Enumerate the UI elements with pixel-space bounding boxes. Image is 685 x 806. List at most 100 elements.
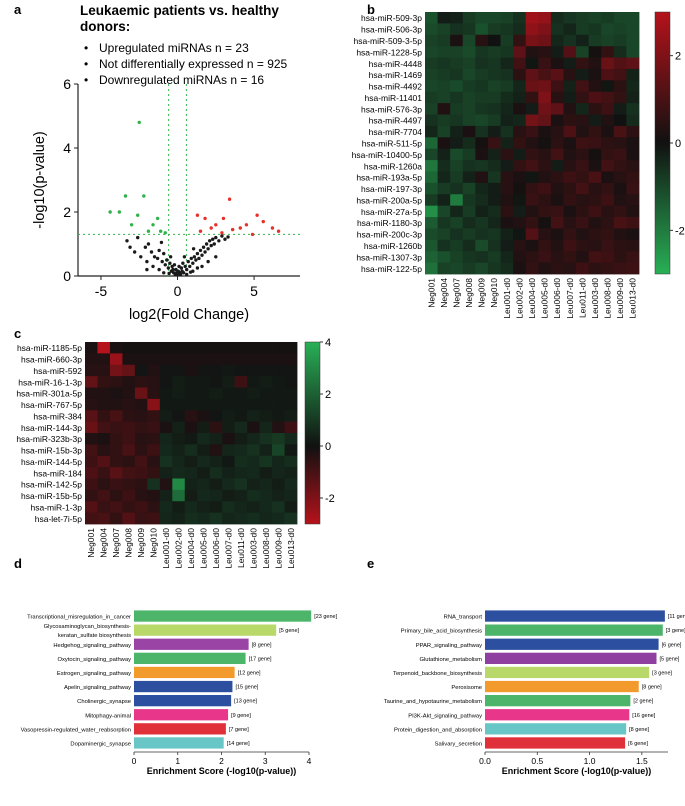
- heatmap-column-label: Leu007-d0: [223, 528, 233, 569]
- heatmap-cell: [563, 262, 577, 275]
- heatmap-cell: [550, 148, 564, 161]
- x-tick-label: 1.5: [636, 756, 648, 766]
- heatmap-cell: [588, 217, 602, 229]
- heatmap-cell: [109, 489, 123, 502]
- heatmap-cell: [550, 194, 564, 207]
- panel-label-a: a: [14, 2, 22, 17]
- heatmap-cell: [147, 387, 161, 400]
- heatmap-cell: [222, 512, 236, 525]
- volcano-point: [163, 263, 167, 267]
- x-axis-title: log2(Fold Change): [129, 307, 249, 323]
- heatmap-cell: [159, 478, 173, 491]
- volcano-point: [171, 267, 175, 272]
- pathway-label: Mitophagy-animal: [85, 713, 131, 719]
- heatmap-cell: [576, 262, 590, 275]
- heatmap-cell: [272, 478, 285, 491]
- heatmap-cell: [159, 455, 173, 468]
- heatmap-cell: [613, 125, 627, 138]
- heatmap-cell: [234, 501, 248, 514]
- heatmap-column-label: Neg009: [136, 528, 146, 558]
- heatmap-cell: [513, 251, 527, 264]
- heatmap-cell: [247, 353, 260, 366]
- heatmap-cell: [197, 398, 211, 411]
- heatmap-cell: [197, 455, 211, 468]
- volcano-point: [166, 266, 171, 270]
- pathway-label: Primary_bile_acid_biosynthesis: [401, 629, 482, 635]
- heatmap-cell: [626, 34, 640, 47]
- heatmap-cell: [588, 34, 602, 47]
- heatmap-cell: [272, 398, 285, 411]
- pathway-label: Dopaminergic_synapse: [70, 741, 131, 747]
- heatmap-cell: [122, 410, 136, 423]
- heatmap-cell: [172, 421, 186, 434]
- heatmap-cell: [550, 171, 564, 184]
- heatmap-cell: [209, 387, 223, 400]
- heatmap-row-label: hsa-miR-1469: [369, 70, 423, 80]
- heatmap-cell: [85, 467, 98, 479]
- heatmap-cell: [122, 398, 136, 411]
- heatmap-cell: [613, 91, 627, 104]
- volcano-point: [151, 264, 155, 269]
- heatmap-cell: [259, 342, 273, 354]
- heatmap-cell: [487, 114, 501, 127]
- heatmap-cell: [462, 182, 476, 195]
- heatmap-cell: [147, 478, 161, 491]
- heatmap-cell: [601, 34, 615, 47]
- heatmap-cell: [538, 262, 552, 275]
- heatmap-cell: [184, 376, 198, 388]
- heatmap-cell: [197, 421, 211, 434]
- volcano-point: [255, 213, 259, 217]
- heatmap-cell: [437, 205, 451, 218]
- heatmap-cell: [222, 342, 236, 354]
- heatmap-cell: [576, 34, 590, 47]
- heatmap-cell: [109, 444, 123, 457]
- heatmap-cell: [462, 23, 476, 36]
- volcano-point: [200, 264, 204, 269]
- heatmap-cell: [500, 68, 514, 81]
- heatmap-cell: [437, 103, 451, 115]
- heatmap-cell: [284, 364, 298, 377]
- volcano-point: [167, 271, 171, 276]
- heatmap-cell: [159, 512, 173, 525]
- heatmap-cell: [525, 103, 539, 115]
- heatmap-cell: [284, 376, 298, 388]
- heatmap-column-label: Neg007: [451, 278, 461, 308]
- heatmap-cell: [234, 410, 248, 423]
- x-tick-label: 0.5: [531, 756, 543, 766]
- volcano-point: [238, 226, 242, 230]
- gene-count-label: [6 gene]: [662, 642, 682, 648]
- heatmap-cell: [259, 421, 273, 434]
- heatmap-cell: [525, 12, 539, 24]
- heatmap-cell: [159, 342, 173, 354]
- heatmap-cell: [601, 160, 615, 172]
- heatmap-cell: [222, 387, 236, 400]
- heatmap-cell: [538, 57, 552, 70]
- heatmap-cell: [247, 455, 260, 468]
- heatmap-cell: [450, 91, 464, 104]
- heatmap-cell: [109, 501, 123, 514]
- volcano-point: [165, 258, 169, 262]
- heatmap-column-label: Leu003-d0: [590, 278, 600, 319]
- heatmap-cell: [122, 421, 136, 434]
- colorbar-tick-label: -2: [325, 493, 335, 505]
- heatmap-cell: [284, 501, 298, 514]
- heatmap-cell: [272, 467, 285, 479]
- heatmap-cell: [550, 103, 564, 115]
- heatmap-cell: [487, 68, 501, 81]
- heatmap-cell: [475, 137, 489, 150]
- heatmap-cell: [184, 512, 198, 525]
- heatmap-cell: [576, 91, 590, 104]
- heatmap-cell: [147, 410, 161, 423]
- heatmap-column-label: Leu009-d0: [615, 278, 625, 319]
- heatmap-cell: [626, 148, 640, 161]
- heatmap-column-label: Leu008-d0: [261, 528, 271, 569]
- volcano-point: [162, 271, 166, 275]
- x-tick-label: 1.0: [584, 756, 596, 766]
- gene-count-label: [12 gene]: [238, 670, 261, 676]
- volcano-point: [270, 226, 275, 230]
- heatmap-cell: [437, 182, 451, 195]
- heatmap-cell: [450, 148, 464, 161]
- heatmap-cell: [450, 23, 464, 36]
- volcano-point: [136, 235, 140, 240]
- heatmap-cell: [209, 489, 223, 502]
